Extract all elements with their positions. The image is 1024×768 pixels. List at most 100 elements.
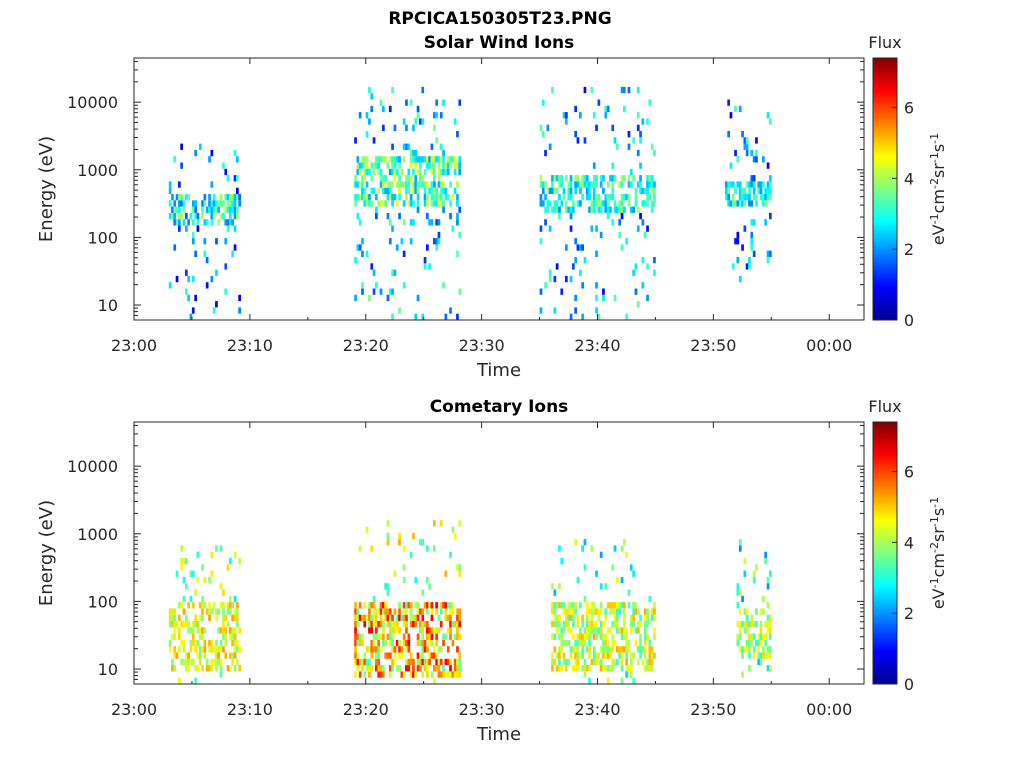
flux-cell [419, 665, 422, 672]
flux-cell [439, 671, 443, 678]
flux-cell [365, 646, 369, 653]
flux-cell [757, 652, 761, 659]
flux-cell [620, 627, 624, 634]
flux-cell [437, 200, 441, 207]
flux-cell [437, 175, 441, 182]
flux-cell [178, 614, 181, 621]
flux-cell [354, 639, 357, 647]
flux-cell [180, 162, 183, 169]
flux-cell [226, 225, 230, 232]
flux-cell [583, 595, 587, 603]
colorbar-tick-label: 2 [904, 240, 914, 259]
flux-cell [574, 187, 577, 194]
flux-cell [224, 168, 228, 176]
flux-cell [391, 614, 394, 621]
flux-cell [382, 156, 385, 163]
flux-cell [553, 200, 557, 207]
flux-cell [205, 257, 209, 264]
flux-cell [604, 105, 608, 113]
flux-cell [412, 168, 415, 176]
flux-cell [173, 608, 177, 615]
flux-cell [574, 539, 577, 546]
flux-cell [606, 627, 610, 634]
flux-cell [609, 194, 612, 201]
flux-cell [178, 633, 181, 640]
flux-cell [738, 194, 742, 201]
flux-cell [629, 627, 633, 634]
flux-cell [618, 652, 621, 659]
flux-cell [743, 627, 747, 634]
flux-cell [595, 621, 598, 628]
flux-cell [743, 194, 747, 201]
flux-cell [544, 282, 547, 289]
flux-cell [752, 250, 756, 257]
flux-cell [210, 149, 214, 157]
flux-cell [560, 200, 564, 207]
flux-cell [219, 200, 223, 207]
flux-cell [741, 200, 744, 207]
flux-cell [226, 564, 230, 571]
flux-cell [370, 614, 374, 621]
flux-cell [625, 238, 628, 245]
flux-cell [196, 652, 200, 659]
flux-cell [769, 181, 772, 188]
flux-cell [606, 602, 610, 609]
x-tick-label: 23:40 [574, 336, 620, 355]
flux-cell [185, 658, 188, 666]
flux-cell [231, 633, 234, 640]
flux-cell [168, 614, 172, 621]
flux-cell [391, 181, 394, 188]
flux-cell [553, 646, 557, 653]
flux-cell [646, 633, 649, 640]
flux-cell [553, 307, 557, 314]
flux-cell [191, 658, 195, 666]
flux-cell [354, 602, 357, 609]
flux-cell [745, 639, 749, 647]
flux-cell [595, 282, 598, 289]
flux-cell [451, 194, 455, 201]
flux-cell [764, 219, 767, 226]
flux-cell [729, 200, 733, 207]
flux-cell [539, 307, 543, 314]
flux-cell [456, 614, 459, 621]
flux-cell [572, 608, 575, 615]
flux-cell [356, 212, 360, 220]
colorbar-frame [872, 421, 898, 685]
flux-cell [379, 175, 383, 182]
flux-cell [233, 652, 237, 659]
flux-cell [437, 646, 441, 653]
flux-cell [416, 200, 420, 207]
flux-cell [629, 671, 633, 678]
flux-cell [629, 206, 633, 213]
flux-cell [231, 206, 234, 213]
flux-cell [736, 238, 740, 245]
flux-cell [755, 149, 758, 157]
flux-cell [405, 187, 408, 194]
flux-cell [646, 665, 649, 672]
flux-cell [439, 156, 443, 163]
flux-cell [212, 194, 216, 201]
flux-cell [391, 200, 394, 207]
flux-cell [616, 143, 619, 150]
flux-cell [562, 639, 566, 647]
flux-cell [409, 194, 413, 201]
flux-cell [182, 576, 186, 584]
flux-cell [743, 558, 747, 565]
flux-cell [414, 149, 418, 157]
flux-cell [741, 595, 744, 603]
flux-cell [435, 200, 438, 207]
flux-cell [173, 244, 177, 251]
flux-cell [762, 194, 765, 201]
flux-cell [191, 570, 195, 577]
flux-cell [382, 181, 385, 188]
colorbar-tick-label: 6 [904, 463, 914, 482]
flux-cell [370, 621, 374, 628]
flux-cell [539, 238, 543, 245]
flux-cell [555, 621, 559, 628]
flux-cell [358, 112, 362, 119]
flux-cell [595, 627, 598, 634]
flux-cell [182, 608, 186, 615]
flux-cell [370, 665, 374, 672]
spectrogram [168, 86, 772, 320]
flux-cell [173, 646, 177, 653]
